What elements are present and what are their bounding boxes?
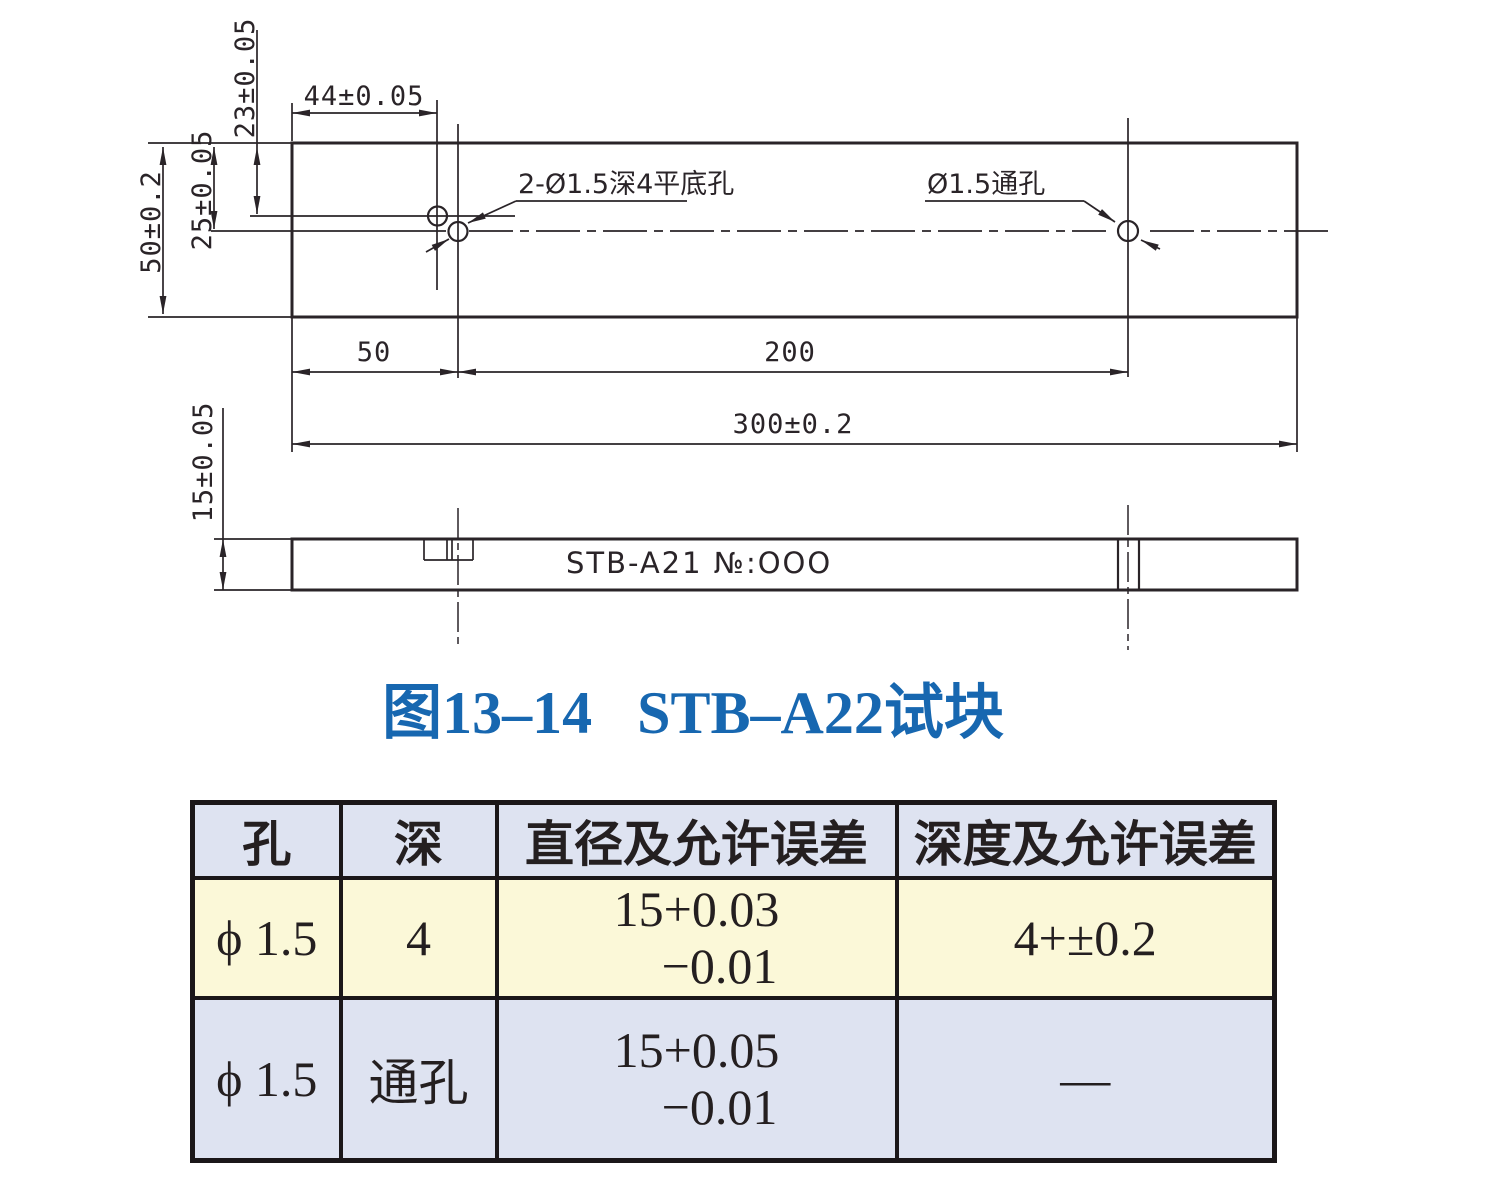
cell-depth-tolerance: 4+±0.2 — [894, 876, 1277, 1000]
cell-depth: 4 — [338, 876, 499, 1000]
leader-flat-bottom-holes — [425, 200, 687, 253]
cell-depth: 通孔 — [338, 996, 499, 1163]
hole-spec-table: 孔 深 直径及允许误差 深度及允许误差 ϕ 1.5 4 15+0.03 −0.0… — [190, 800, 1277, 1163]
cell-hole: ϕ 1.5 — [190, 876, 343, 1000]
side-view: 15±0.05 STB-A21 №:OOO — [188, 402, 1299, 650]
header-depth: 深 — [338, 800, 499, 880]
flat-bottom-holes-profile — [423, 539, 474, 561]
cell-depth-tolerance: — — [894, 996, 1277, 1163]
header-diameter-tolerance: 直径及允许误差 — [494, 800, 899, 880]
through-hole — [1116, 219, 1140, 243]
dim-50-height: 50±0.2 — [136, 170, 167, 274]
dim-23: 23±0.05 — [230, 18, 261, 139]
flat-bottom-hole-1 — [426, 205, 449, 227]
figure-caption: 图13–14 STB–A22试块 — [382, 680, 1004, 746]
tolerance-lower: −0.01 — [661, 1079, 778, 1135]
flat-bottom-hole-2 — [447, 220, 469, 243]
dim-15-thickness: 15±0.05 — [188, 402, 219, 523]
through-hole-profile — [1116, 539, 1141, 590]
tolerance-upper: 15+0.05 — [613, 1022, 780, 1078]
tolerance-upper: 15+0.03 — [613, 881, 780, 937]
header-hole: 孔 — [190, 800, 343, 880]
label-through-hole: Ø1.5通孔 — [927, 169, 1045, 200]
tolerance-lower: −0.01 — [661, 938, 778, 994]
cell-diameter-tolerance: 15+0.03 −0.01 — [494, 876, 899, 1000]
dim-50: 50 — [357, 337, 392, 368]
dim-200: 200 — [764, 337, 816, 368]
header-depth-tolerance: 深度及允许误差 — [894, 800, 1277, 880]
dim-44: 44±0.05 — [304, 81, 425, 112]
top-view: 23±0.05 25±0.05 50±0.2 44±0.05 50 200 30… — [136, 18, 1333, 452]
label-flat-bottom-holes: 2-Ø1.5深4平底孔 — [518, 169, 734, 200]
technical-drawing: 23±0.05 25±0.05 50±0.2 44±0.05 50 200 30… — [136, 18, 1333, 650]
cell-hole: ϕ 1.5 — [190, 996, 343, 1163]
dim-25: 25±0.05 — [187, 130, 218, 251]
block-marking-text: STB-A21 №:OOO — [566, 546, 832, 580]
table-row: ϕ 1.5 通孔 15+0.05 −0.01 — — [190, 996, 1277, 1163]
table-row: ϕ 1.5 4 15+0.03 −0.01 4+±0.2 — [190, 876, 1277, 1000]
leader-through-hole — [925, 200, 1161, 251]
table-header-row: 孔 深 直径及允许误差 深度及允许误差 — [190, 800, 1277, 880]
dim-300: 300±0.2 — [733, 409, 854, 440]
cell-diameter-tolerance: 15+0.05 −0.01 — [494, 996, 899, 1163]
